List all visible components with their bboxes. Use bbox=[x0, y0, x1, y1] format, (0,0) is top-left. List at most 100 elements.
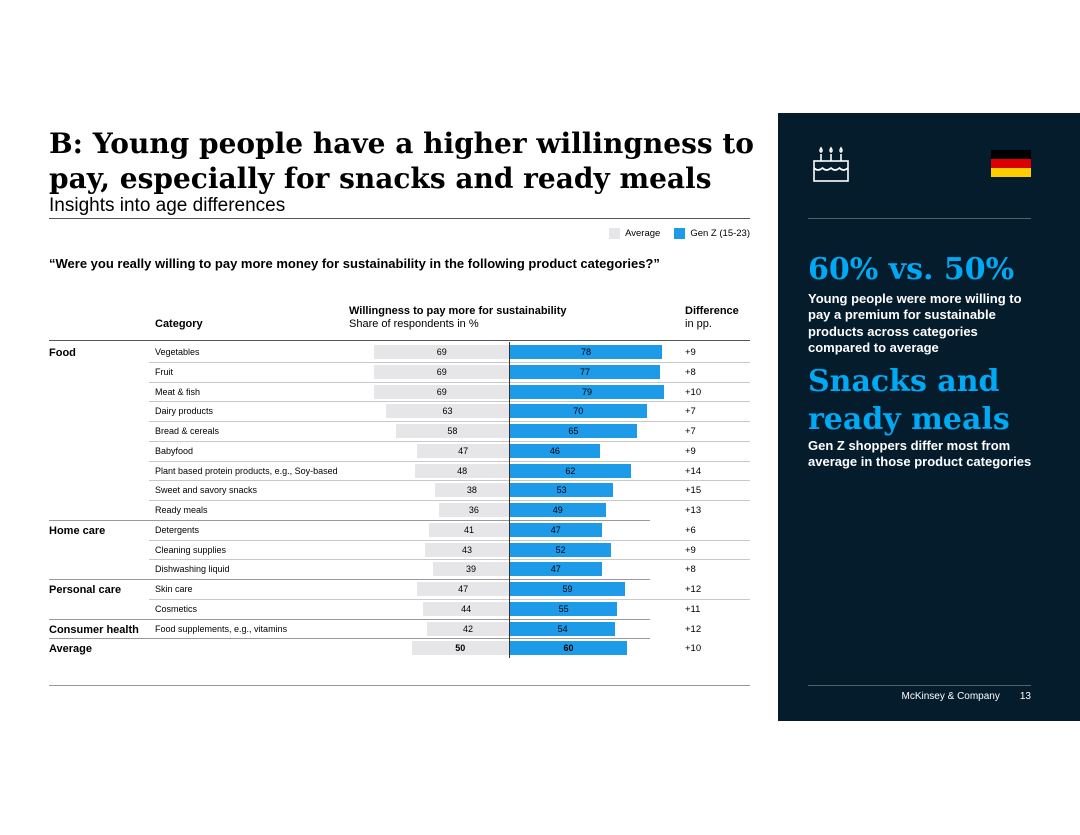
difference-value: +8 bbox=[685, 564, 696, 576]
bar-label-average: 48 bbox=[457, 465, 468, 476]
bar-label-genz: 47 bbox=[550, 524, 561, 535]
stat-headline-2: Snacks and ready meals bbox=[808, 364, 1010, 437]
bar-label-genz: 65 bbox=[568, 426, 579, 436]
row-divider bbox=[49, 638, 650, 640]
footer-divider bbox=[808, 685, 1031, 686]
stat-headline-1: 60% vs. 50% bbox=[808, 252, 1015, 287]
difference-value: +6 bbox=[685, 524, 696, 536]
category-label: Cleaning supplies bbox=[155, 544, 227, 555]
center-axis-line bbox=[509, 342, 510, 658]
germany-flag bbox=[991, 150, 1031, 177]
legend-label-genz: Gen Z (15-23) bbox=[690, 228, 750, 239]
row-divider bbox=[149, 539, 750, 541]
bar-average bbox=[423, 601, 509, 616]
column-header-wtp: Willingness to pay more for sustainabili… bbox=[349, 305, 567, 331]
flag-stripe-gold bbox=[991, 168, 1031, 177]
bar-label-average: 50 bbox=[455, 643, 466, 654]
bar-genz bbox=[510, 443, 600, 458]
category-label: Bread & cereals bbox=[155, 426, 220, 436]
row-divider bbox=[49, 579, 650, 580]
chart-row: Consumer health Food supplements, e.g., v… bbox=[0, 618, 760, 639]
bar-label-average: 42 bbox=[463, 623, 474, 634]
difference-value: +12 bbox=[685, 584, 702, 595]
difference-value: +9 bbox=[685, 445, 696, 457]
bar-average bbox=[415, 463, 509, 478]
bar-genz bbox=[510, 522, 602, 537]
category-label: Fruit bbox=[155, 366, 173, 377]
bar-label-genz: 49 bbox=[552, 505, 563, 515]
group-label: Food bbox=[49, 347, 76, 359]
category-label: Sweet and savory snacks bbox=[155, 485, 258, 496]
bar-label-genz: 70 bbox=[573, 406, 584, 417]
difference-value: +9 bbox=[685, 544, 696, 556]
category-label: Food supplements, e.g., vitamins bbox=[155, 623, 288, 634]
legend-label-average: Average bbox=[625, 228, 661, 239]
chart-row: Personal care Skin care 47 59 +12 bbox=[0, 579, 760, 599]
sidebar-divider bbox=[808, 218, 1031, 219]
column-header-difference: Difference in pp. bbox=[685, 305, 739, 331]
bar-average bbox=[386, 404, 509, 419]
bar-genz bbox=[510, 424, 637, 438]
bar-genz bbox=[510, 345, 663, 359]
bar-genz bbox=[510, 463, 631, 478]
title-line-2: pay, especially for snacks and ready mea… bbox=[49, 162, 712, 195]
bar-label-average: 47 bbox=[458, 584, 469, 594]
column-header-difference-subtitle: in pp. bbox=[685, 318, 712, 330]
bar-genz bbox=[510, 364, 661, 379]
bar-label-genz: 79 bbox=[582, 386, 593, 397]
bar-average bbox=[434, 483, 509, 498]
bar-label-genz: 78 bbox=[581, 347, 592, 357]
chart-row: Dairy products 63 70 +7 bbox=[0, 401, 760, 421]
group-label: Personal care bbox=[49, 584, 122, 596]
bar-genz bbox=[510, 601, 618, 616]
page-number: 13 bbox=[1019, 691, 1031, 702]
bar-genz bbox=[510, 582, 626, 596]
bar-average bbox=[429, 522, 509, 537]
group-label: Home care bbox=[49, 524, 106, 537]
difference-value: +9 bbox=[685, 347, 696, 358]
difference-value: +7 bbox=[685, 406, 696, 418]
row-divider bbox=[149, 460, 750, 462]
category-label: Ready meals bbox=[155, 505, 208, 515]
bar-average bbox=[427, 621, 509, 636]
bar-label-genz: 53 bbox=[556, 485, 567, 496]
bar-label-average: 41 bbox=[464, 524, 475, 535]
bar-label-average: 36 bbox=[468, 505, 479, 515]
bar-label-average: 69 bbox=[436, 386, 447, 397]
stat-description-1: Young people were more willing to pay a … bbox=[808, 291, 1022, 355]
bar-genz bbox=[510, 483, 614, 498]
bar-label-average: 69 bbox=[436, 347, 447, 357]
survey-question: “Were you really willing to pay more mon… bbox=[49, 256, 660, 271]
category-label: Babyfood bbox=[155, 445, 194, 456]
category-label: Dishwashing liquid bbox=[155, 564, 230, 575]
legend-swatch-genz bbox=[674, 228, 686, 239]
title-line-1: B: Young people have a higher willingnes… bbox=[49, 127, 754, 160]
bar-genz bbox=[510, 562, 602, 577]
chart-row: Ready meals 36 49 +13 bbox=[0, 500, 760, 520]
bar-label-average: 43 bbox=[462, 544, 473, 555]
difference-value: +8 bbox=[685, 366, 696, 378]
chart-row: Sweet and savory snacks 38 53 +15 bbox=[0, 480, 760, 500]
chart-row: Average 50 60 +10 bbox=[0, 638, 760, 658]
column-header-category: Category bbox=[155, 318, 203, 331]
row-divider bbox=[149, 480, 750, 482]
insights-sidebar: 60% vs. 50% Young people were more willi… bbox=[778, 113, 1080, 721]
header-divider bbox=[49, 340, 750, 341]
bar-average bbox=[374, 364, 509, 379]
difference-value: +7 bbox=[685, 426, 696, 437]
bar-average bbox=[417, 582, 509, 596]
chart-row: Food Vegetables 69 78 +9 bbox=[0, 342, 760, 362]
chart-row: Home care Detergents 41 47 +6 bbox=[0, 519, 760, 540]
chart-legend: Average Gen Z (15-23) bbox=[609, 228, 750, 239]
flag-stripe-red bbox=[991, 159, 1031, 168]
chart-row: Fruit 69 77 +8 bbox=[0, 361, 760, 382]
chart-row: Cosmetics 44 55 +11 bbox=[0, 598, 760, 619]
chart-row: Babyfood 47 46 +9 bbox=[0, 440, 760, 461]
chart-row: Cleaning supplies 43 52 +9 bbox=[0, 539, 760, 560]
row-divider bbox=[149, 440, 750, 442]
difference-value: +11 bbox=[685, 603, 701, 615]
bar-label-genz: 77 bbox=[580, 366, 591, 377]
bar-genz bbox=[510, 384, 665, 399]
legend-item-genz: Gen Z (15-23) bbox=[674, 228, 750, 239]
bar-average bbox=[438, 503, 509, 517]
